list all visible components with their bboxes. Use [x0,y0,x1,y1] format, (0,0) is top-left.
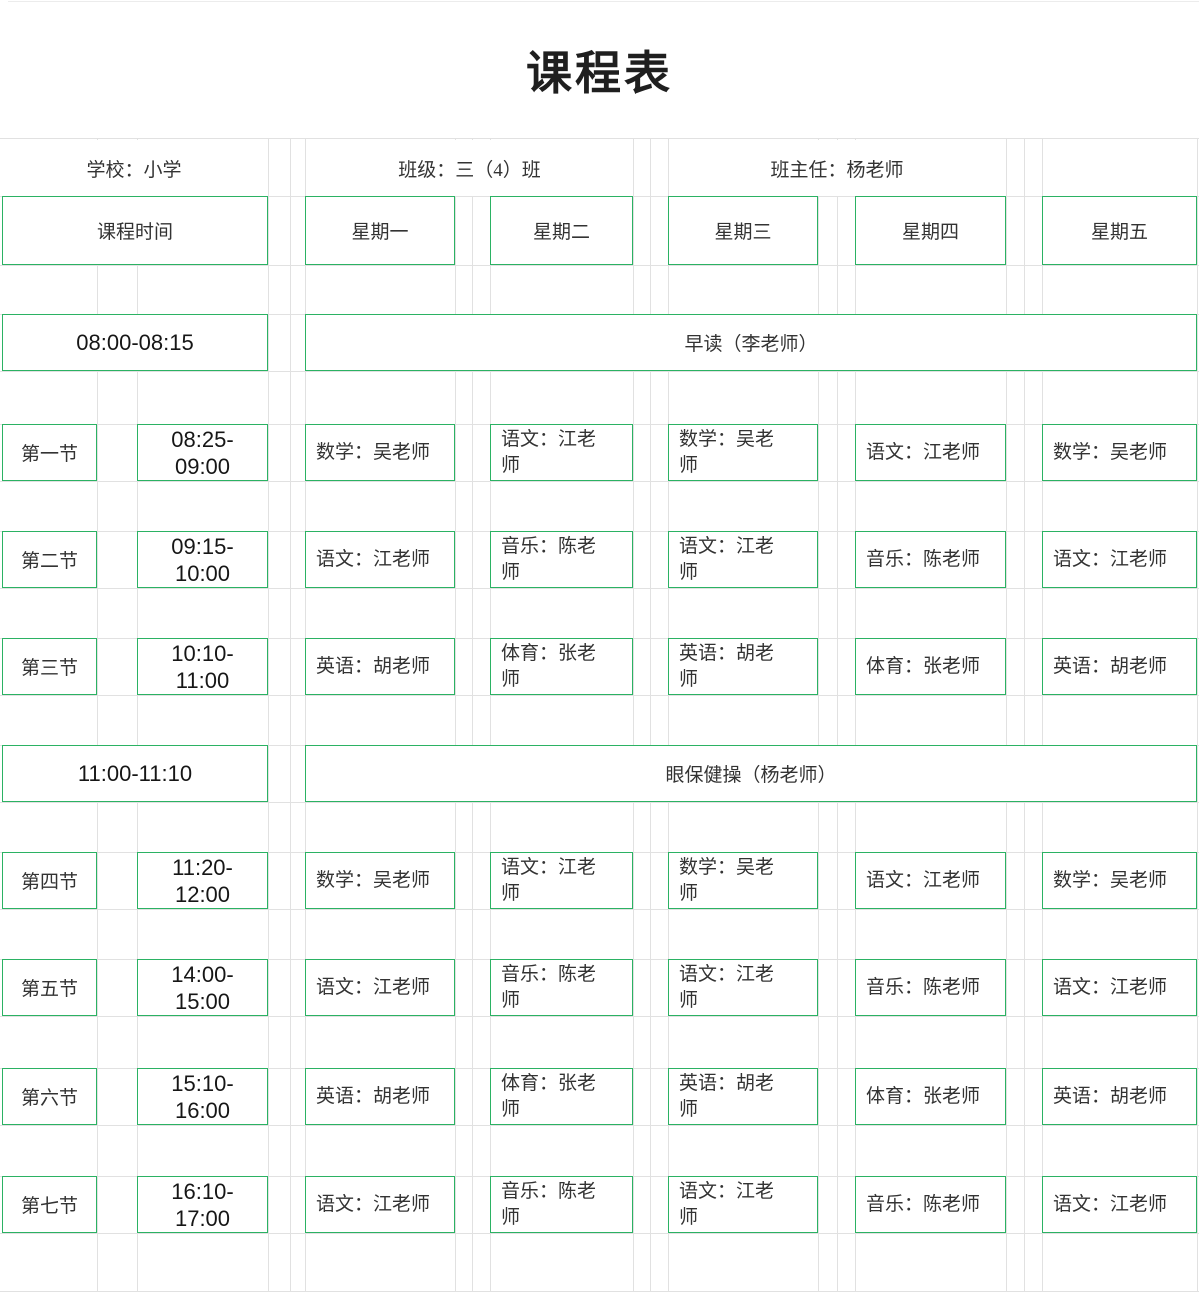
gridline [305,138,306,1291]
cell-period-2-fri: 语文：江老师 [1042,531,1197,588]
time-text: 08:00-08:15 [76,330,194,355]
gridline [1024,138,1025,1291]
gridline [0,588,1199,589]
header-wednesday: 星期三 [668,196,818,265]
gridline [137,138,138,1291]
gridline [268,138,269,1291]
gridline [0,265,1199,266]
cell-period-4-wed: 数学：吴老师 [668,852,818,909]
gridline [0,1125,1199,1126]
cell-period-4-mon: 数学：吴老师 [305,852,455,909]
gridline [855,138,856,1291]
cell-period-4-fri: 数学：吴老师 [1042,852,1197,909]
page-title: 课程表 [526,48,673,99]
top-edge-line [8,1,1199,2]
cell-period-4-time: 11:20-12:00 [137,852,268,909]
gridline [1042,138,1043,1291]
cell-period-5-label: 第五节 [2,959,97,1016]
cell-period-2-label: 第二节 [2,531,97,588]
gridline [818,138,819,1291]
gridline [490,138,491,1291]
cell-period-1-mon: 数学：吴老师 [305,424,455,481]
info-school: 学校：小学 [1,140,267,196]
cell-period-1-wed: 数学：吴老师 [668,424,818,481]
cell-period-2-mon: 语文：江老师 [305,531,455,588]
cell-period-7-time: 16:10-17:00 [137,1176,268,1233]
gridline [97,138,98,1291]
cell-period-4-label: 第四节 [2,852,97,909]
cell-period-6-mon: 英语：胡老师 [305,1068,455,1125]
cell-period-7-tue: 音乐：陈老师 [490,1176,633,1233]
cell-period-5-fri: 语文：江老师 [1042,959,1197,1016]
gridline [0,909,1199,910]
cell-period-1-thu: 语文：江老师 [855,424,1006,481]
cell-period-4-thu: 语文：江老师 [855,852,1006,909]
cell-period-1-time: 08:25-09:00 [137,424,268,481]
info-head-teacher: 班主任：杨老师 [669,140,1005,196]
header-thursday: 星期四 [855,196,1006,265]
cell-period-5-wed: 语文：江老师 [668,959,818,1016]
gridline [1197,138,1198,1291]
gridline [0,1233,1199,1234]
cell-time-eye-exercises: 11:00-11:10 [2,745,268,802]
cell-time-morning-reading: 08:00-08:15 [2,314,268,371]
cell-period-6-time: 15:10-16:00 [137,1068,268,1125]
header-time-col: 课程时间 [2,196,268,265]
cell-period-1-label: 第一节 [2,424,97,481]
gridline [650,138,651,1291]
cell-period-4-tue: 语文：江老师 [490,852,633,909]
gridline [0,802,1199,803]
cell-period-7-thu: 音乐：陈老师 [855,1176,1006,1233]
gridline [455,138,456,1291]
info-class: 班级：三（4）班 [306,140,633,196]
header-friday: 星期五 [1042,196,1197,265]
cell-period-5-mon: 语文：江老师 [305,959,455,1016]
gridline [0,1291,1199,1292]
gridline [668,138,669,1291]
cell-period-3-tue: 体育：张老师 [490,638,633,695]
cell-period-6-tue: 体育：张老师 [490,1068,633,1125]
cell-period-2-wed: 语文：江老师 [668,531,818,588]
gridline [633,138,634,1291]
cell-period-7-wed: 语文：江老师 [668,1176,818,1233]
cell-period-3-time: 10:10-11:00 [137,638,268,695]
gridline [290,138,291,1291]
cell-period-1-fri: 数学：吴老师 [1042,424,1197,481]
cell-period-3-thu: 体育：张老师 [855,638,1006,695]
gridline [0,138,1199,139]
cell-period-7-fri: 语文：江老师 [1042,1176,1197,1233]
cell-period-3-wed: 英语：胡老师 [668,638,818,695]
cell-period-6-label: 第六节 [2,1068,97,1125]
cell-period-3-fri: 英语：胡老师 [1042,638,1197,695]
cell-period-6-thu: 体育：张老师 [855,1068,1006,1125]
cell-period-3-mon: 英语：胡老师 [305,638,455,695]
time-text: 11:00-11:10 [77,761,193,786]
cell-period-5-time: 14:00-15:00 [137,959,268,1016]
cell-period-6-wed: 英语：胡老师 [668,1068,818,1125]
cell-eye-exercises: 眼保健操（杨老师） [305,745,1197,802]
gridline [0,695,1199,696]
gridline [0,371,1199,372]
cell-period-3-label: 第三节 [2,638,97,695]
cell-period-7-mon: 语文：江老师 [305,1176,455,1233]
cell-period-5-thu: 音乐：陈老师 [855,959,1006,1016]
gridline [1006,138,1007,1291]
cell-period-7-label: 第七节 [2,1176,97,1233]
gridline [0,481,1199,482]
header-tuesday: 星期二 [490,196,633,265]
header-monday: 星期一 [305,196,455,265]
cell-period-5-tue: 音乐：陈老师 [490,959,633,1016]
cell-morning-reading: 早读（李老师） [305,314,1197,371]
gridline [472,138,473,1291]
cell-period-6-fri: 英语：胡老师 [1042,1068,1197,1125]
cell-period-2-tue: 音乐：陈老师 [490,531,633,588]
cell-period-2-thu: 音乐：陈老师 [855,531,1006,588]
cell-period-2-time: 09:15-10:00 [137,531,268,588]
gridline [837,138,838,1291]
gridline [0,1016,1199,1017]
cell-period-1-tue: 语文：江老师 [490,424,633,481]
